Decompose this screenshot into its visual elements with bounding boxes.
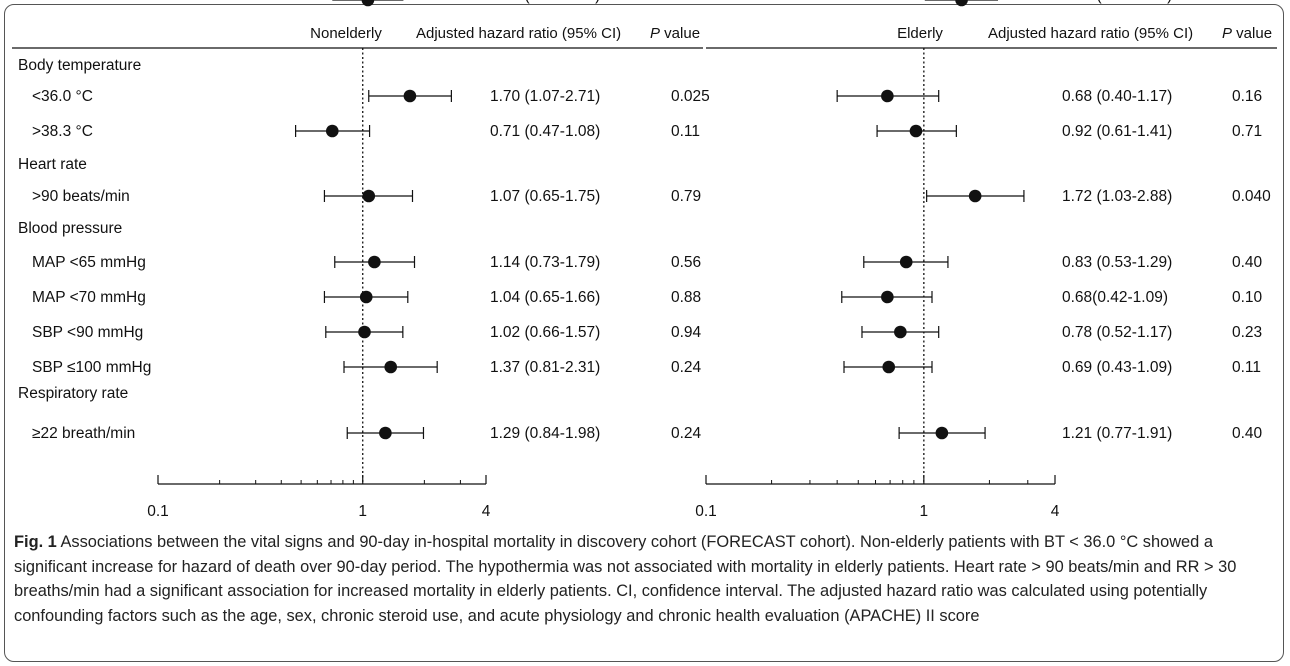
right-hr-value: 1.21 (0.77-1.91) [1062, 425, 1172, 442]
right-tick-label: 4 [1051, 503, 1060, 520]
left-header-p: P value [650, 25, 700, 42]
left-row-label: MAP <70 mmHg [32, 289, 146, 306]
left-hr-value: 1.29 (0.84-1.98) [490, 425, 600, 442]
right-hr-value: 0.83 (0.53-1.29) [1062, 254, 1172, 271]
right-tick-label: 0.1 [695, 503, 717, 520]
right-point-estimate [899, 255, 913, 269]
caption-fig-label: Fig. 1 [14, 533, 57, 551]
left-section-label: Blood pressure [18, 220, 122, 237]
right-hr-value: 1.49 (1.01-2.19) [1062, 0, 1172, 4]
left-point-estimate [379, 426, 392, 440]
figure-frame [4, 4, 1284, 662]
left-p-value: 0.56 [671, 254, 701, 271]
left-row-label: MAP <65 mmHg [32, 254, 146, 271]
left-point-estimate [358, 325, 371, 339]
left-hr-value: 1.04 (0.65-1.66) [490, 289, 600, 306]
left-p-value: 0.88 [671, 289, 701, 306]
left-header-group: Nonelderly [310, 25, 382, 42]
left-hr-value: 0.71 (0.47-1.08) [490, 123, 600, 140]
left-p-value: 0.94 [671, 324, 702, 341]
left-row-label: ≥22 breath/min [32, 425, 135, 442]
right-p-value: 0.11 [1232, 359, 1261, 376]
left-hr-value: 1.02 (0.66-1.57) [490, 324, 600, 341]
right-header-hr: Adjusted hazard ratio (95% CI) [988, 25, 1193, 42]
left-point-estimate [403, 89, 417, 103]
left-p-value: 0.11 [671, 123, 700, 140]
right-p-value: 0.40 [1232, 425, 1263, 442]
right-tick-label: 1 [920, 503, 929, 520]
left-tick-label: 4 [482, 503, 491, 520]
right-hr-value: 1.72 (1.03-2.88) [1062, 188, 1172, 205]
left-point-estimate [384, 360, 398, 374]
left-point-estimate [368, 255, 381, 269]
left-hr-value: 1.70 (1.07-2.71) [490, 88, 600, 105]
left-point-estimate [362, 189, 376, 203]
right-p-value: 0.71 [1232, 123, 1262, 140]
left-point-estimate [361, 0, 375, 7]
left-section-label: Respiratory rate [18, 385, 128, 402]
right-p-value: 0.040 [1232, 188, 1271, 205]
figure-caption: Fig. 1 Associations between the vital si… [14, 530, 1278, 628]
left-row-label: SBP ≤100 mmHg [32, 359, 151, 376]
left-row-label: <36.0 °C [32, 88, 93, 105]
right-p-value: 0.40 [1232, 254, 1263, 271]
left-row-label: SBP <90 mmHg [32, 324, 143, 341]
left-tick-label: 0.1 [147, 503, 169, 520]
left-p-value: 0.025 [671, 88, 710, 105]
right-point-estimate [894, 325, 907, 339]
right-hr-value: 0.68(0.42-1.09) [1062, 289, 1168, 306]
right-hr-value: 0.92 (0.61-1.41) [1062, 123, 1172, 140]
left-p-value: 0.24 [671, 359, 702, 376]
right-point-estimate [881, 89, 894, 103]
left-tick-label: 1 [358, 503, 367, 520]
left-header-hr: Adjusted hazard ratio (95% CI) [416, 25, 621, 42]
right-hr-value: 0.68 (0.40-1.17) [1062, 88, 1172, 105]
left-p-value: 0.24 [671, 425, 702, 442]
right-p-value: 0.16 [1232, 88, 1262, 105]
right-header-group: Elderly [897, 25, 943, 42]
right-p-value: 0.10 [1232, 289, 1263, 306]
left-p-value: 0.77 [671, 0, 701, 4]
caption-text: Associations between the vital signs and… [14, 533, 1237, 625]
right-hr-value: 0.69 (0.43-1.09) [1062, 359, 1172, 376]
left-row-label: >90 beats/min [32, 188, 130, 205]
right-point-estimate [968, 189, 982, 203]
left-hr-value: 1.07 (0.65-1.75) [490, 188, 600, 205]
right-header-p: P value [1222, 25, 1272, 42]
right-point-estimate [935, 426, 949, 440]
left-section-label: Body temperature [18, 57, 141, 74]
right-hr-value: 0.78 (0.52-1.17) [1062, 324, 1172, 341]
right-point-estimate [955, 0, 968, 7]
left-hr-value: 1.37 (0.81-2.31) [490, 359, 600, 376]
left-point-estimate [359, 290, 373, 304]
left-hr-value: 1.06 (0.71-1.58) [490, 0, 600, 4]
right-point-estimate [881, 290, 894, 304]
left-section-label: Heart rate [18, 156, 87, 173]
left-p-value: 0.79 [671, 188, 701, 205]
right-point-estimate [882, 360, 896, 374]
right-p-value: 0.23 [1232, 324, 1262, 341]
left-point-estimate [325, 124, 339, 138]
left-row-label: >30 breath/min [32, 0, 136, 4]
left-hr-value: 1.14 (0.73-1.79) [490, 254, 600, 271]
right-point-estimate [909, 124, 923, 138]
right-p-value: 0.044 [1232, 0, 1271, 4]
left-row-label: >38.3 °C [32, 123, 93, 140]
